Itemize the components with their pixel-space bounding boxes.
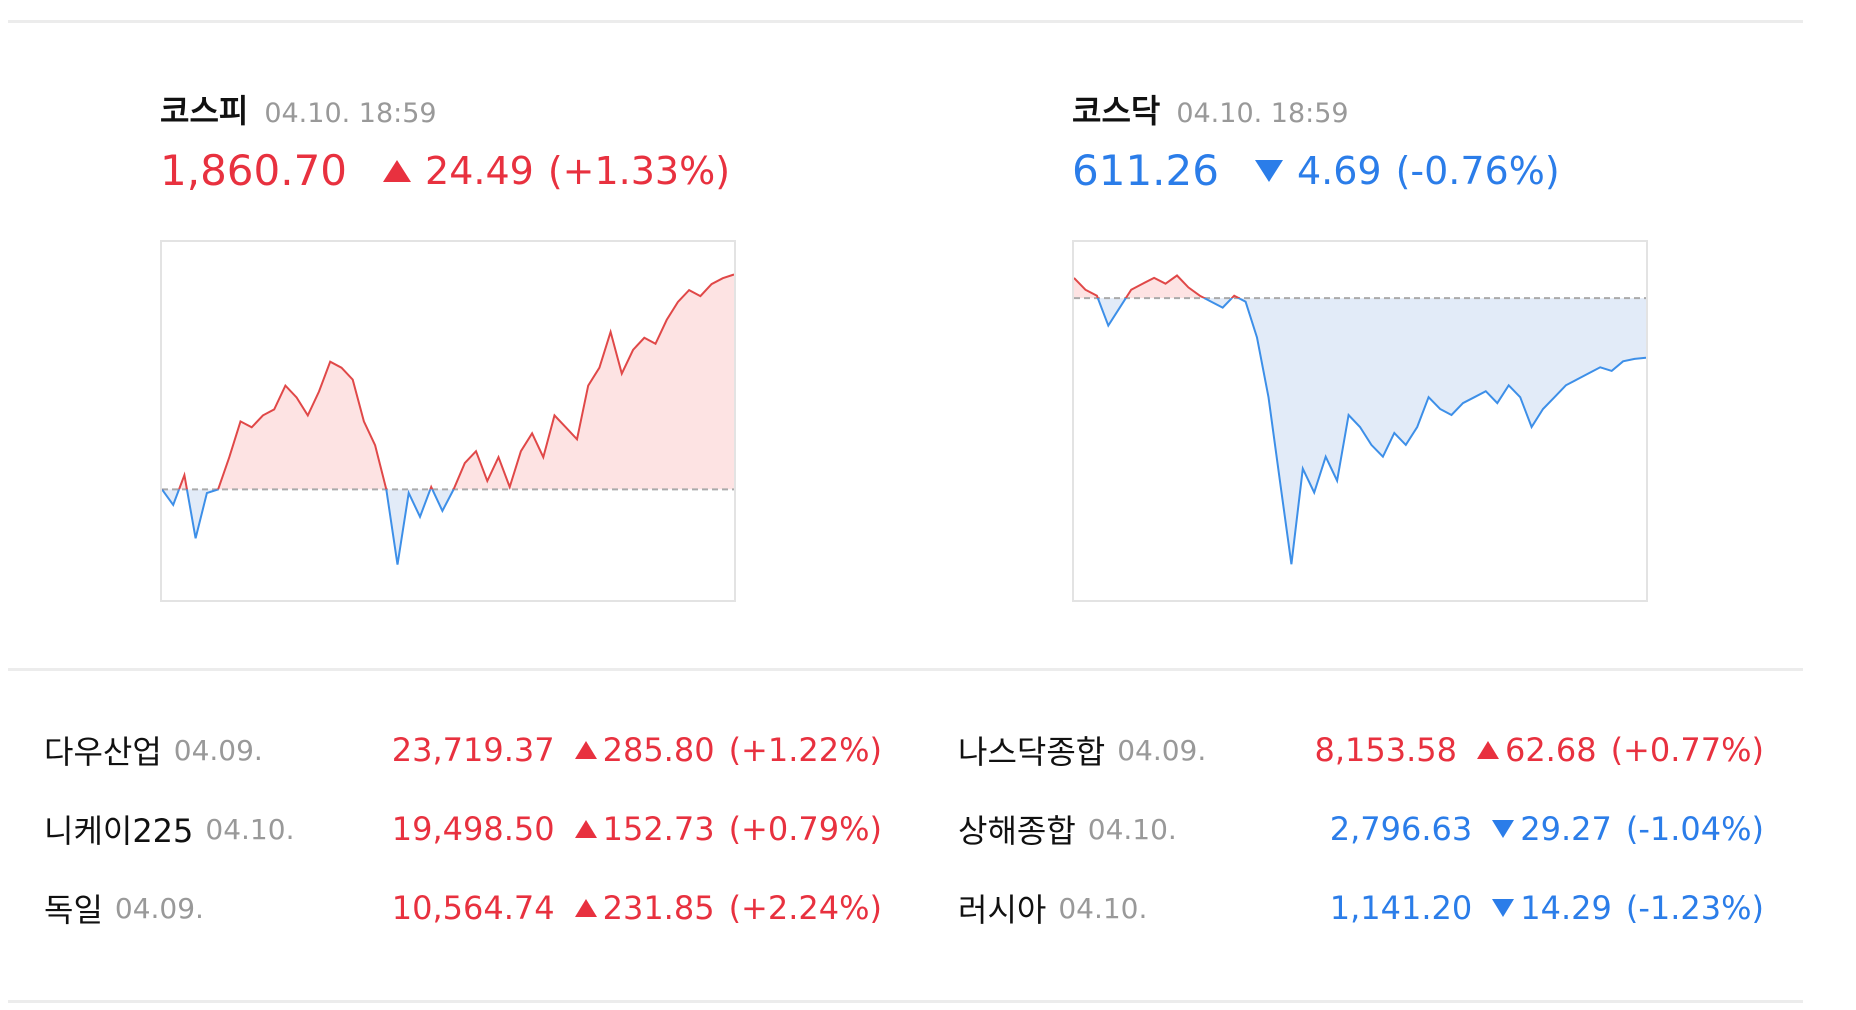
index-change-pct: (-1.04%) <box>1625 810 1764 848</box>
index-value: 2,796.63 <box>1329 810 1473 848</box>
index-change-pct: (+0.79%) <box>728 810 882 848</box>
index-change-pct: (-1.23%) <box>1625 889 1764 927</box>
index-value: 611.26 <box>1072 146 1219 195</box>
index-change-pct: (+1.33%) <box>547 148 731 193</box>
index-row: 니케이225 04.10. 19,498.50 152.73 (+0.79%) <box>44 799 882 859</box>
index-name: 다우산업 <box>44 733 162 771</box>
index-date: 04.10. <box>1087 812 1177 846</box>
index-change: 14.29 <box>1520 889 1612 927</box>
direction-arrow <box>1254 159 1283 182</box>
index-panel: 코스피 04.10. 18:59 1,860.70 24.49 (+1.33%) <box>160 86 800 602</box>
index-panel: 코스닥 04.10. 18:59 611.26 4.69 (-0.76%) <box>1072 86 1712 602</box>
chart-frame <box>1072 240 1648 602</box>
direction-arrow <box>574 899 597 917</box>
direction-arrow <box>383 159 412 182</box>
index-change: 231.85 <box>602 889 715 927</box>
index-date: 04.09. <box>114 891 204 925</box>
panel-header: 코스피 04.10. 18:59 <box>160 86 800 130</box>
index-change-pct: (+2.24%) <box>728 889 882 927</box>
index-date: 04.10. 18:59 <box>264 98 437 129</box>
index-quote: 611.26 4.69 (-0.76%) <box>1072 146 1712 195</box>
divider <box>8 20 1803 23</box>
index-change-pct: (+1.22%) <box>728 731 882 769</box>
area-down <box>162 489 454 565</box>
index-value: 19,498.50 <box>391 810 555 848</box>
index-name: 러시아 <box>958 891 1047 929</box>
index-change: 4.69 <box>1296 148 1382 193</box>
index-date: 04.10. <box>1058 891 1148 925</box>
index-row: 독일 04.09. 10,564.74 231.85 (+2.24%) <box>44 878 882 938</box>
direction-arrow <box>1492 820 1515 838</box>
index-value: 1,860.70 <box>160 146 348 195</box>
index-change-pct: (-0.76%) <box>1395 148 1560 193</box>
index-change-group: 29.27 (-1.04%) <box>1492 810 1764 848</box>
area-up <box>162 274 734 490</box>
index-date: 04.10. <box>205 812 295 846</box>
index-value: 10,564.74 <box>391 889 555 927</box>
index-change-group: 14.29 (-1.23%) <box>1492 889 1764 927</box>
panel-header: 코스닥 04.10. 18:59 <box>1072 86 1712 130</box>
index-name: 코스피 <box>160 92 249 130</box>
index-row: 러시아 04.10. 1,141.20 14.29 (-1.23%) <box>958 878 1764 938</box>
chart-frame <box>160 240 736 602</box>
index-change: 62.68 <box>1504 731 1597 769</box>
price-line-up <box>162 273 735 490</box>
direction-arrow <box>574 820 597 838</box>
index-change-group: 152.73 (+0.79%) <box>574 810 882 848</box>
index-value: 1,141.20 <box>1329 889 1473 927</box>
price-line-down <box>161 489 511 565</box>
direction-arrow <box>1476 741 1499 759</box>
index-change: 285.80 <box>602 731 715 769</box>
index-change: 24.49 <box>425 148 534 193</box>
sparkline-chart <box>1072 240 1648 602</box>
index-name: 나스닥종합 <box>958 733 1106 771</box>
index-quote: 1,860.70 24.49 (+1.33%) <box>160 146 800 195</box>
index-value: 23,719.37 <box>391 731 555 769</box>
index-name: 상해종합 <box>958 812 1076 850</box>
index-change-group: 231.85 (+2.24%) <box>574 889 882 927</box>
index-change: 29.27 <box>1520 810 1612 848</box>
area-down <box>1074 298 1646 565</box>
index-row: 나스닥종합 04.09. 8,153.58 62.68 (+0.77%) <box>958 720 1764 780</box>
index-date: 04.09. <box>173 733 263 767</box>
price-line-up <box>1073 274 1241 299</box>
index-name: 코스닥 <box>1072 92 1161 130</box>
index-date: 04.10. 18:59 <box>1176 98 1349 129</box>
index-name: 니케이225 <box>44 812 194 850</box>
index-date: 04.09. <box>1117 733 1207 767</box>
index-change: 152.73 <box>602 810 715 848</box>
sparkline-chart <box>160 240 736 602</box>
direction-arrow <box>1492 899 1515 917</box>
area-up <box>1074 275 1239 299</box>
price-line-down <box>1096 298 1647 565</box>
divider <box>8 1000 1803 1003</box>
index-change-group: 285.80 (+1.22%) <box>574 731 882 769</box>
divider <box>8 668 1803 671</box>
index-change-pct: (+0.77%) <box>1610 731 1764 769</box>
index-change-group: 62.68 (+0.77%) <box>1476 731 1764 769</box>
index-name: 독일 <box>44 891 103 929</box>
index-value: 8,153.58 <box>1314 731 1457 769</box>
direction-arrow <box>574 741 597 759</box>
index-row: 상해종합 04.10. 2,796.63 29.27 (-1.04%) <box>958 799 1764 859</box>
index-row: 다우산업 04.09. 23,719.37 285.80 (+1.22%) <box>44 720 882 780</box>
